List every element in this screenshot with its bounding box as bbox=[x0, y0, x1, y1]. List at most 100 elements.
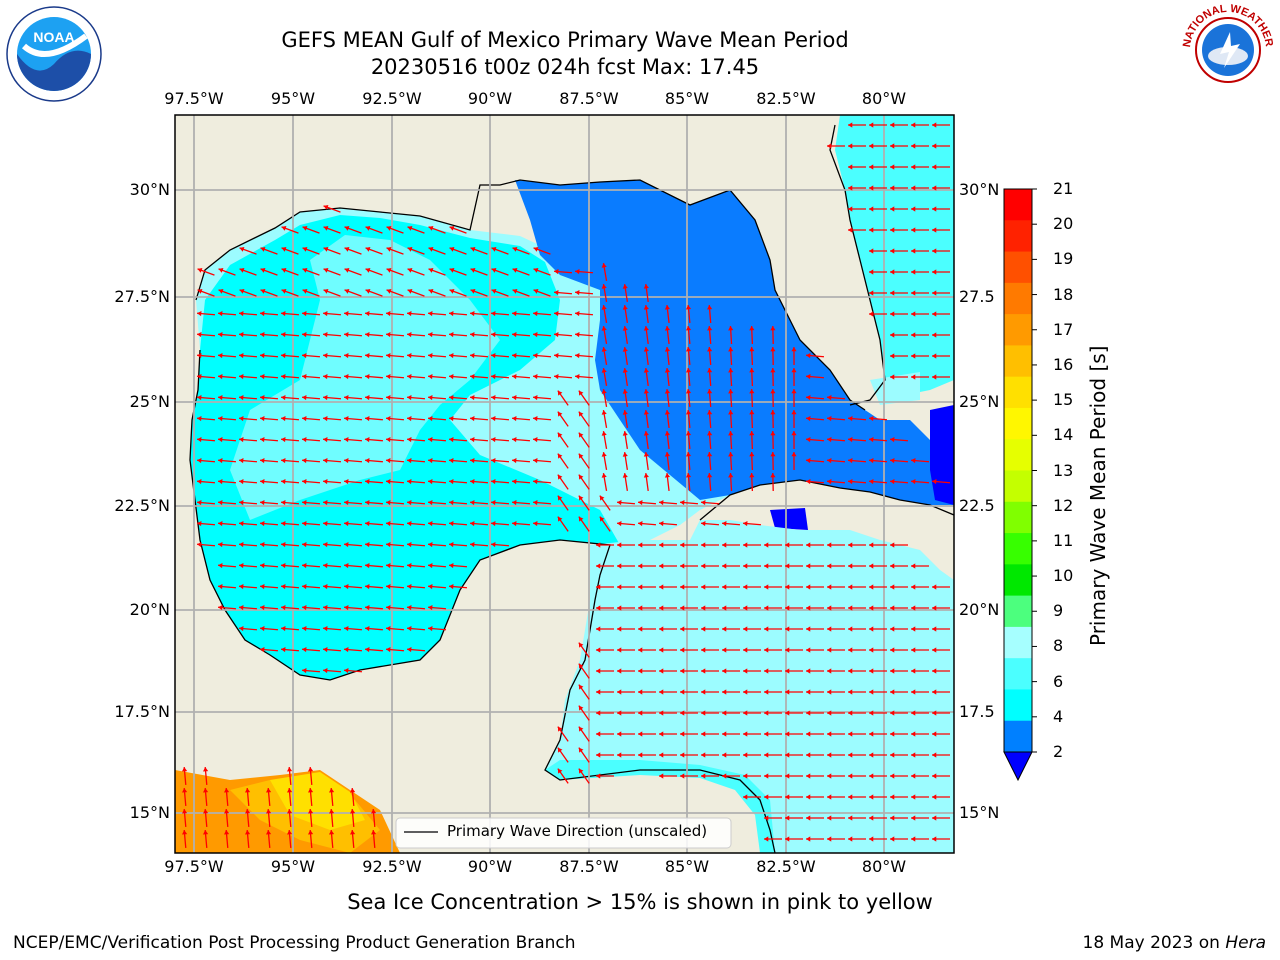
wave-arrow bbox=[343, 500, 363, 506]
wave-arrow bbox=[932, 122, 950, 128]
wave-arrow bbox=[890, 584, 908, 590]
wave-arrow bbox=[599, 495, 611, 511]
wave-arrow bbox=[931, 479, 951, 485]
wave-arrow bbox=[848, 122, 866, 128]
wave-arrow bbox=[707, 346, 713, 366]
wave-arrow bbox=[826, 416, 846, 422]
wave-arrow bbox=[749, 346, 755, 366]
wave-arrow bbox=[553, 290, 573, 296]
wave-arrow bbox=[785, 773, 803, 779]
wave-arrow bbox=[406, 395, 426, 401]
wave-arrow bbox=[827, 815, 845, 821]
wave-arrow bbox=[770, 367, 776, 387]
wave-arrow bbox=[343, 584, 363, 590]
wave-arrow bbox=[932, 248, 950, 254]
wave-arrow bbox=[365, 246, 383, 255]
wave-arrow bbox=[890, 269, 908, 275]
wave-arrow bbox=[490, 458, 510, 464]
wave-arrow bbox=[322, 563, 342, 569]
wave-arrow bbox=[932, 815, 950, 821]
wave-arrow bbox=[448, 353, 468, 359]
wave-arrow bbox=[238, 332, 258, 338]
wave-arrow bbox=[932, 269, 950, 275]
wave-arrow bbox=[890, 710, 908, 716]
wave-arrow bbox=[806, 815, 824, 821]
wave-arrow bbox=[911, 836, 929, 842]
wave-arrow bbox=[764, 752, 782, 758]
lon-tick-bottom: 90°W bbox=[467, 857, 513, 876]
wave-arrow bbox=[617, 605, 635, 611]
wave-arrow bbox=[764, 668, 782, 674]
gulf-sea-blue bbox=[515, 180, 954, 505]
wave-arrow bbox=[890, 563, 908, 569]
wave-arrow bbox=[364, 563, 384, 569]
wave-arrow bbox=[280, 437, 300, 443]
colorbar-segment bbox=[1004, 345, 1032, 378]
wave-arrow bbox=[224, 829, 230, 849]
wave-arrow bbox=[406, 647, 426, 653]
wave-arrow bbox=[764, 731, 782, 737]
wave-arrow bbox=[448, 584, 468, 590]
wave-arrow bbox=[680, 542, 698, 548]
wave-arrow bbox=[322, 416, 342, 422]
wave-arrow bbox=[533, 246, 551, 255]
wave-arrow bbox=[322, 668, 342, 674]
wave-arrow bbox=[890, 143, 908, 149]
wave-arrow bbox=[322, 479, 342, 485]
wave-arrow bbox=[911, 332, 929, 338]
wave-arrow bbox=[617, 668, 635, 674]
wave-arrow bbox=[764, 794, 782, 800]
wave-arrow bbox=[449, 246, 467, 255]
wave-arrow bbox=[848, 710, 866, 716]
wave-arrow bbox=[638, 689, 656, 695]
wave-arrow bbox=[869, 206, 887, 212]
wave-arrow bbox=[764, 542, 782, 548]
wave-arrow bbox=[385, 500, 405, 506]
wave-arrow bbox=[701, 626, 719, 632]
wave-arrow bbox=[364, 626, 384, 632]
colorbar-tick-label: 6 bbox=[1053, 671, 1064, 691]
wave-arrow bbox=[869, 794, 887, 800]
wave-arrow bbox=[448, 332, 468, 338]
wave-arrow bbox=[643, 325, 649, 345]
wave-arrow bbox=[826, 437, 846, 443]
wave-arrow bbox=[196, 374, 216, 380]
wave-arrow bbox=[182, 808, 188, 828]
wave-arrow bbox=[301, 647, 321, 653]
wave-arrow bbox=[622, 410, 629, 428]
wave-arrow bbox=[322, 311, 342, 317]
wave-arrow bbox=[680, 584, 698, 590]
wave-arrow bbox=[574, 332, 594, 338]
wave-arrow bbox=[427, 626, 447, 632]
coastline-florida bbox=[829, 124, 886, 406]
wave-arrow bbox=[764, 647, 782, 653]
wave-arrow bbox=[470, 288, 488, 297]
wave-arrow bbox=[806, 689, 824, 695]
wave-arrow bbox=[805, 458, 825, 464]
wave-arrow bbox=[707, 325, 713, 345]
wave-arrow bbox=[511, 458, 531, 464]
wave-arrow bbox=[848, 794, 866, 800]
wave-arrow bbox=[791, 346, 797, 366]
wave-arrow bbox=[806, 542, 824, 548]
wave-arrow bbox=[848, 668, 866, 674]
wave-arrow bbox=[182, 829, 188, 849]
wave-arrow bbox=[281, 246, 299, 255]
wave-arrow bbox=[707, 430, 713, 450]
wave-arrow bbox=[259, 605, 279, 611]
lat-tick-right: 27.5 bbox=[959, 287, 995, 306]
wave-arrow bbox=[596, 542, 614, 548]
wave-arrow bbox=[601, 389, 608, 407]
wave-arrow bbox=[344, 225, 362, 234]
wave-arrow bbox=[806, 668, 824, 674]
wave-arrow bbox=[238, 374, 258, 380]
wave-arrow bbox=[847, 458, 867, 464]
wave-arrow bbox=[701, 773, 719, 779]
wave-arrow bbox=[238, 311, 258, 317]
lat-tick-left: 15°N bbox=[129, 803, 170, 822]
wave-arrow bbox=[637, 500, 657, 506]
wave-arrow bbox=[385, 332, 405, 338]
wave-arrow bbox=[749, 388, 755, 408]
wave-arrow bbox=[638, 752, 656, 758]
wave-arrow bbox=[343, 563, 363, 569]
